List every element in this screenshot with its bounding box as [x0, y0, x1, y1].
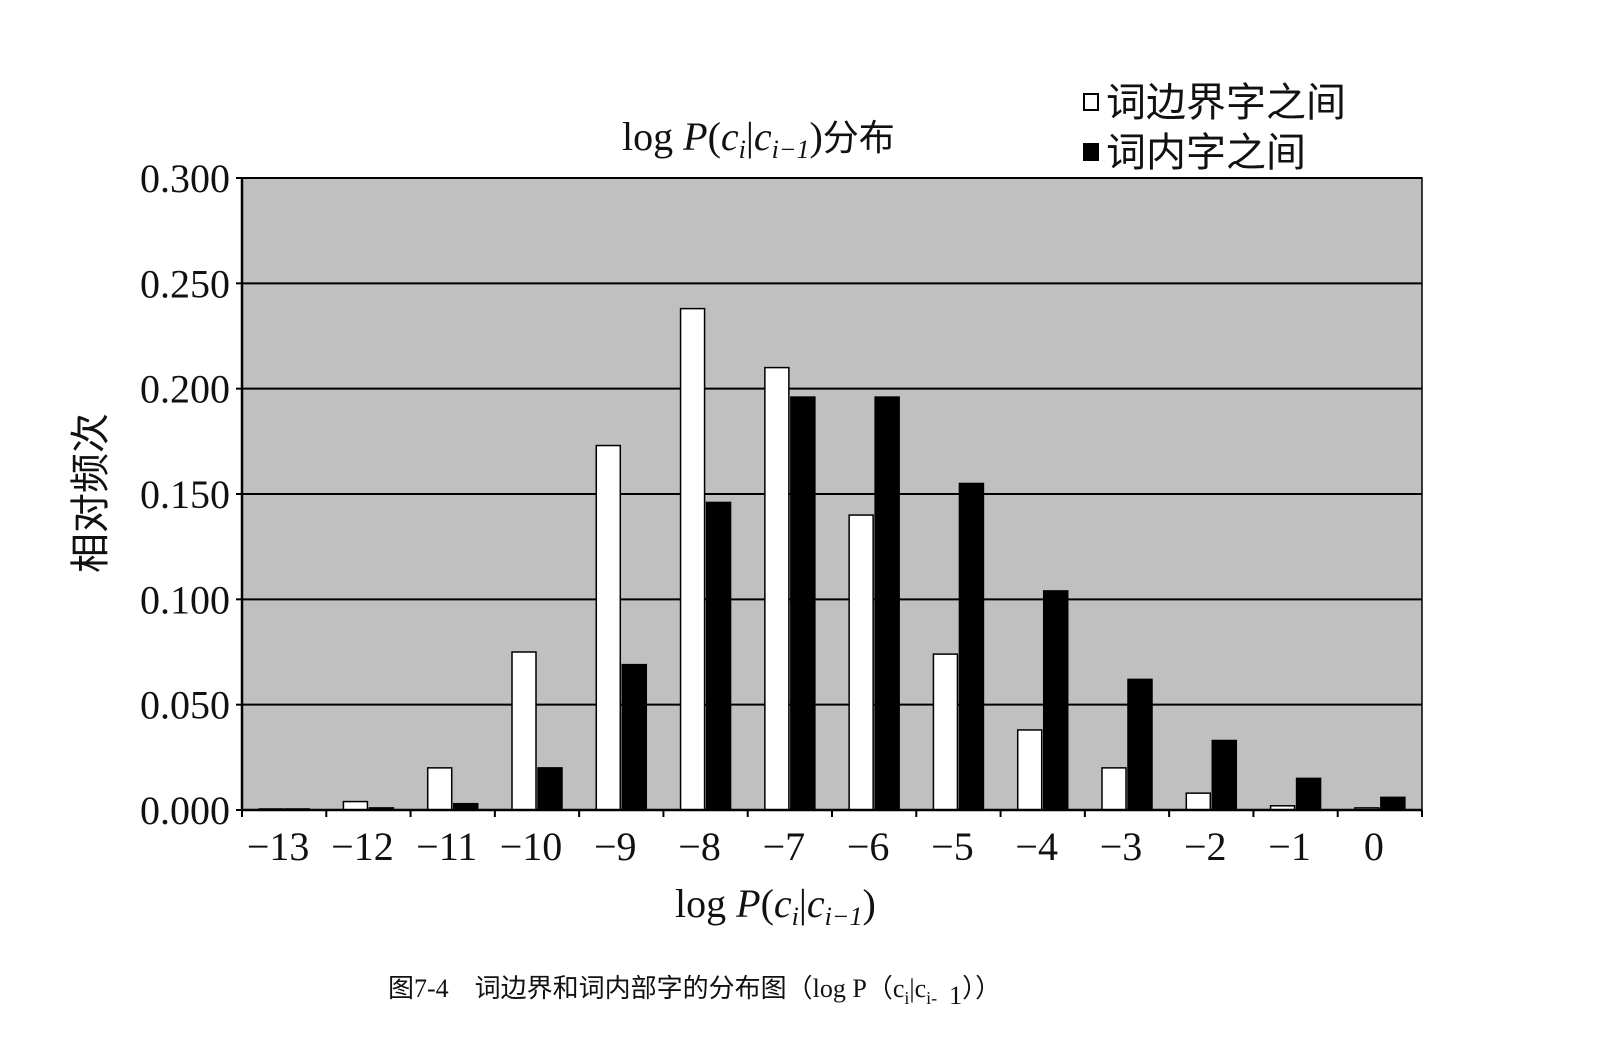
bar-word-boundary [848, 514, 874, 811]
legend-swatch-white [1083, 93, 1099, 111]
y-tick-label: 0.100 [140, 577, 230, 622]
x-tick-label: −2 [1184, 824, 1227, 869]
bar-word-boundary [679, 307, 706, 811]
x-tick-label: −6 [847, 824, 890, 869]
bar-word-internal [1127, 678, 1153, 811]
bar-word-internal [874, 396, 900, 811]
bar-word-boundary [595, 444, 622, 811]
bar-word-internal [958, 482, 985, 811]
y-tick-label: 0.300 [140, 156, 230, 201]
x-tick-label: −12 [331, 824, 394, 869]
bar-word-internal [1211, 739, 1238, 811]
y-tick-label: 0.250 [140, 261, 230, 306]
bar-word-internal [705, 501, 732, 811]
bar-word-boundary [511, 651, 537, 811]
bar-word-internal [1042, 590, 1069, 811]
bar-word-boundary [764, 366, 790, 811]
bar-word-boundary [1101, 767, 1127, 811]
y-tick-label: 0.200 [140, 367, 230, 412]
x-tick-label: −5 [931, 824, 974, 869]
bar-word-boundary [1185, 792, 1212, 811]
x-tick-label: −10 [500, 824, 563, 869]
legend: 词边界字之间 词内字之间 [1083, 80, 1346, 176]
y-tick-label: 0.150 [140, 472, 230, 517]
x-tick-label: −8 [678, 824, 721, 869]
x-tick-label: 0 [1364, 824, 1384, 869]
legend-label-black: 词内字之间 [1106, 130, 1306, 176]
x-tick-label: −4 [1015, 824, 1058, 869]
y-tick-label: 0.000 [140, 788, 230, 833]
y-tick-labels: 0.000 0.050 0.100 0.150 0.200 0.250 0.300 [140, 156, 242, 833]
x-tick-label: −3 [1100, 824, 1143, 869]
bars [258, 307, 1406, 811]
bar-word-boundary [1016, 729, 1043, 811]
bar-word-internal [537, 767, 563, 811]
x-tick-label: −13 [247, 824, 310, 869]
bar-word-internal [1380, 796, 1406, 811]
gridlines [242, 177, 1422, 706]
x-axis-title: log P(ci|ci−1) [675, 881, 876, 931]
y-tick-label: 0.050 [140, 683, 230, 728]
bar-word-internal [790, 396, 816, 811]
x-tick-label: −7 [763, 824, 806, 869]
legend-swatch-black [1083, 143, 1099, 161]
bar-word-internal [1295, 777, 1322, 811]
x-tick-label: −9 [594, 824, 637, 869]
x-tick-label: −11 [416, 824, 477, 869]
legend-label-white: 词边界字之间 [1106, 80, 1346, 126]
x-tick-label: −1 [1268, 824, 1311, 869]
y-axis-title: 相对频次 [68, 413, 114, 573]
bar-word-boundary [426, 767, 453, 811]
bar-word-boundary [342, 800, 369, 811]
figure-caption: 图7-4 词边界和词内部字的分布图（log P（ci|ci- 1）） [388, 974, 1001, 1010]
x-tick-labels: −13 −12 −11 −10 −9 −8 −7 −6 −5 −4 −3 −2 −1 0 [247, 824, 1384, 869]
bar-word-internal [621, 663, 648, 811]
bar-word-boundary [932, 653, 959, 811]
chart-title: log P(ci|ci−1)分布 [622, 114, 895, 164]
